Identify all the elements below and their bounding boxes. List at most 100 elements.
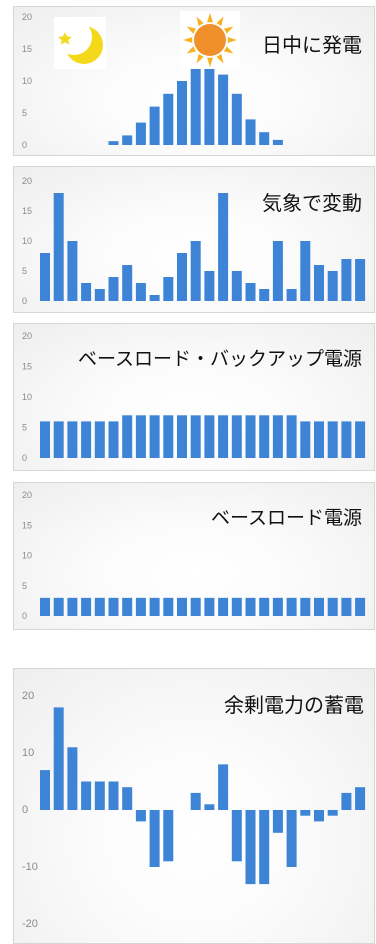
y-tick-label: 20	[22, 12, 32, 22]
bar	[190, 415, 201, 458]
bar	[272, 415, 283, 458]
bar	[122, 415, 133, 458]
bar	[327, 271, 338, 301]
chart-baseload-backup: 20 15 10 5 0	[22, 331, 366, 463]
chart-title: 余剰電力の蓄電	[224, 693, 364, 717]
bar	[81, 421, 92, 458]
bar	[355, 259, 366, 301]
y-tick-label: 10	[22, 392, 32, 402]
bar	[286, 810, 297, 867]
bar	[341, 421, 352, 458]
y-tick-label: 0	[22, 453, 27, 463]
bar	[149, 810, 160, 867]
bar	[40, 421, 50, 458]
bar	[108, 421, 119, 458]
y-tick-label: 10	[22, 236, 32, 246]
bar	[190, 597, 201, 616]
bar	[108, 141, 119, 145]
y-tick-label: 20	[22, 490, 32, 500]
bar	[300, 421, 311, 458]
y-tick-label: 15	[22, 362, 32, 372]
bar	[67, 421, 78, 458]
y-tick-label: 20	[22, 690, 34, 702]
bar	[245, 283, 256, 301]
bar	[204, 804, 215, 810]
bar	[272, 810, 283, 833]
chart-title: ベースロード・バックアップ電源	[77, 348, 362, 370]
bar	[67, 597, 78, 616]
bar	[204, 597, 215, 616]
y-tick-label: 15	[22, 206, 32, 216]
bar	[231, 415, 242, 458]
bar	[40, 597, 50, 616]
bar	[149, 106, 160, 145]
y-tick-label: 0	[22, 611, 27, 621]
y-tick-label: 0	[22, 140, 27, 150]
bar	[122, 787, 133, 810]
bar	[327, 810, 338, 816]
bar	[122, 265, 133, 301]
bar	[286, 597, 297, 616]
y-tick-label: 10	[22, 76, 32, 86]
y-tick-label: -20	[22, 918, 38, 930]
bar	[231, 810, 242, 862]
bar	[286, 415, 297, 458]
bar	[355, 597, 366, 616]
bar	[272, 139, 283, 145]
bar	[81, 283, 92, 301]
bar	[204, 271, 215, 301]
bar	[190, 68, 201, 145]
bar	[218, 193, 229, 301]
chart-panel-baseload: 20 15 10 5 0 ベースロード電源	[13, 482, 375, 630]
bar	[135, 122, 146, 145]
moon-icon	[54, 17, 106, 69]
y-tick-label: 0	[22, 804, 28, 816]
y-tick-label: 15	[22, 44, 32, 54]
chart-panel-surplus-storage: 20 10 0 -10 -20 余剰電力の蓄電	[13, 668, 375, 944]
bar	[177, 597, 187, 616]
bar	[259, 415, 270, 458]
bar	[218, 74, 229, 145]
bar	[163, 597, 174, 616]
bar	[81, 781, 92, 810]
bar	[218, 597, 229, 616]
chart-daytime-generation: 20 15 10 5 0	[22, 11, 283, 150]
bar	[122, 597, 133, 616]
bar	[218, 415, 229, 458]
bar	[163, 810, 174, 862]
bar	[149, 415, 160, 458]
y-tick-label: 5	[22, 266, 27, 276]
bar	[135, 415, 146, 458]
bar	[245, 119, 256, 145]
bar	[245, 415, 256, 458]
chart-panel-baseload-backup: 20 15 10 5 0 ベースロード・バックアップ電源	[13, 323, 375, 471]
bar	[355, 787, 366, 810]
bar	[300, 241, 311, 301]
bar	[67, 747, 78, 810]
bar	[135, 810, 146, 822]
bar	[272, 597, 283, 616]
bar	[231, 271, 242, 301]
chart-panel-daytime-generation: 20 15 10 5 0 日中に発電	[13, 6, 375, 156]
y-tick-label: 15	[22, 520, 32, 530]
bar	[190, 792, 201, 810]
bar	[81, 597, 92, 616]
bar	[341, 792, 352, 810]
bar	[300, 597, 311, 616]
bar	[40, 253, 50, 301]
bar	[272, 241, 283, 301]
y-tick-label: 5	[22, 108, 27, 118]
bar	[218, 764, 229, 810]
bar	[231, 93, 242, 145]
bar	[327, 597, 338, 616]
bar	[94, 421, 105, 458]
bar	[53, 597, 64, 616]
bar	[355, 421, 366, 458]
bar	[177, 415, 187, 458]
bar	[245, 810, 256, 885]
y-tick-label: -10	[22, 861, 38, 873]
bar	[259, 810, 270, 885]
bar	[314, 265, 324, 301]
bar	[67, 241, 78, 301]
bar	[163, 93, 174, 145]
